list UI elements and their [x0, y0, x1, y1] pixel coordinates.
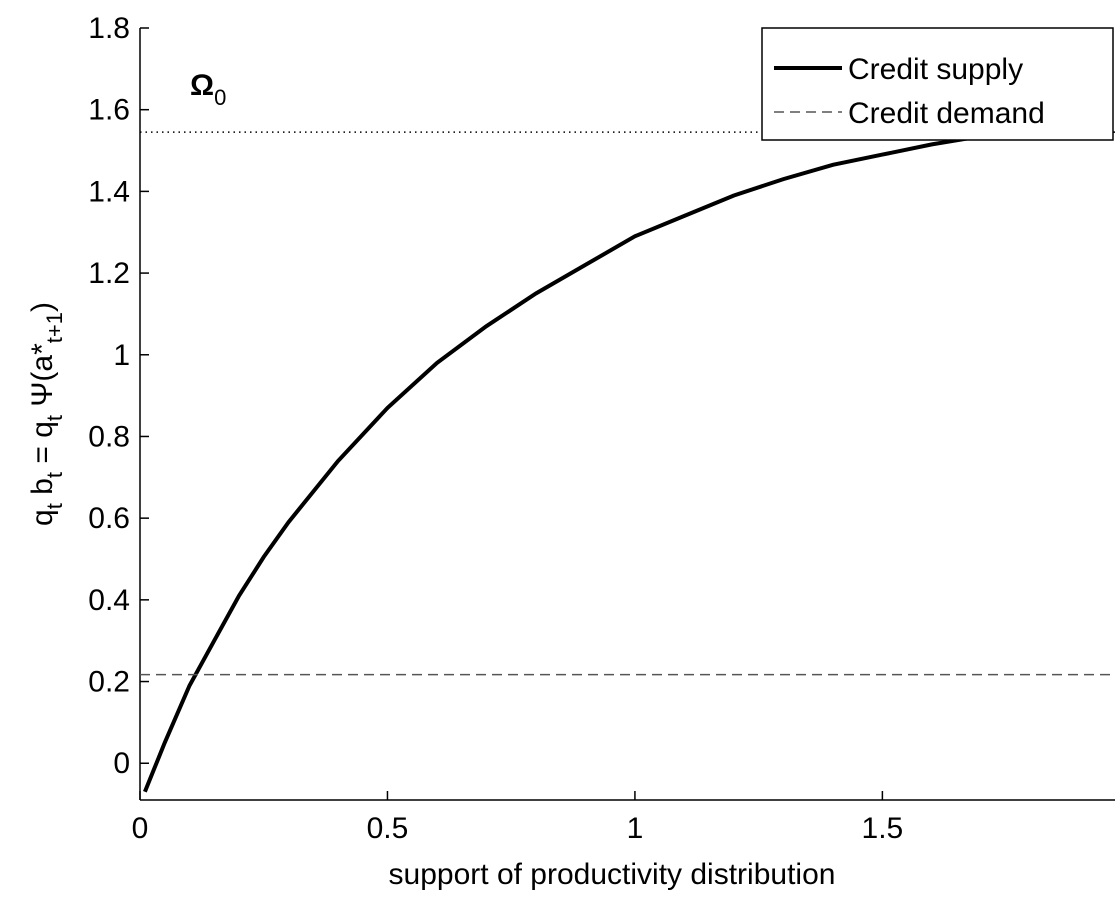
supply-line — [143, 128, 1032, 793]
y-label-text: Ψ(a* — [26, 343, 59, 415]
legend-box — [761, 27, 1114, 141]
y-label-subscript: t+1 — [42, 312, 67, 343]
x-axis-label: support of productivity distribution — [389, 858, 836, 891]
y-tick-label: 1.6 — [88, 94, 130, 127]
annotation: Ω0 — [190, 69, 226, 110]
x-tick-label: 1 — [627, 812, 644, 845]
x-tick-label: 1.5 — [862, 812, 904, 845]
y-label-text: q — [26, 509, 59, 526]
x-tick-label: 0 — [132, 812, 149, 845]
annotation-text: Ω — [190, 69, 214, 102]
y-label-subscript: t — [42, 503, 67, 509]
y-label-text: b — [26, 478, 59, 503]
legend-label: Credit supply — [848, 53, 1023, 86]
y-label-text: = q — [26, 421, 59, 472]
y-tick-label: 0.6 — [88, 502, 130, 535]
y-tick-label: 1.8 — [88, 12, 130, 45]
legend-label: Credit demand — [848, 97, 1045, 130]
y-label-subscript: t — [42, 415, 67, 421]
annotation-subscript: 0 — [214, 85, 226, 110]
y-tick-label: 0.8 — [88, 420, 130, 453]
y-tick-label: 1.2 — [88, 257, 130, 290]
y-tick-label: 0 — [113, 747, 130, 780]
y-tick-label: 0.4 — [88, 584, 130, 617]
x-tick-label: 0.5 — [367, 812, 409, 845]
y-tick-label: 0.2 — [88, 666, 130, 699]
y-label-text: ) — [26, 302, 59, 312]
y-tick-label: 1.4 — [88, 175, 130, 208]
y-axis-label: qt bt = qt Ψ(a*t+1) — [26, 302, 67, 526]
y-tick-label: 1 — [113, 339, 130, 372]
y-label-subscript: t — [42, 472, 67, 478]
